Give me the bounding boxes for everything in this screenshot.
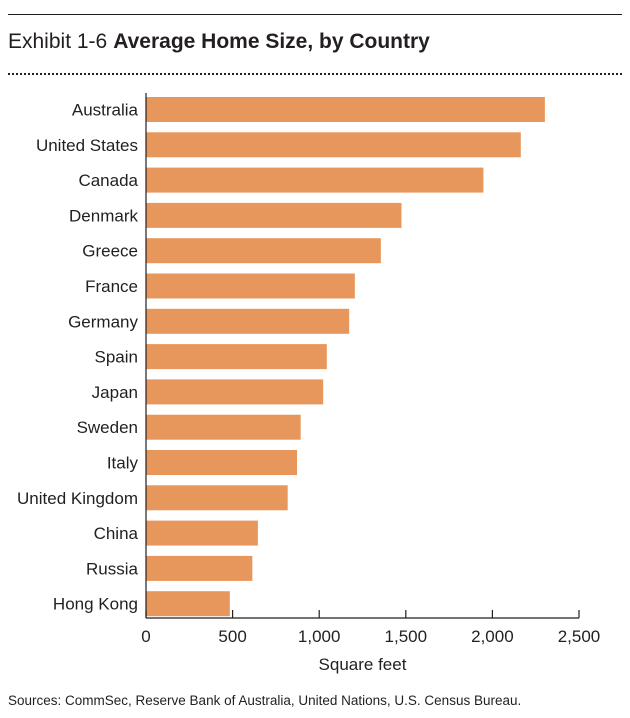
bar-japan (146, 379, 324, 405)
category-label: France (85, 277, 138, 296)
bar-sweden (146, 414, 301, 440)
bar-australia (146, 97, 545, 122)
top-rule (8, 14, 622, 15)
chart-header: Exhibit 1-6 Average Home Size, by Country (8, 30, 430, 54)
bar-united-states (146, 132, 521, 158)
category-label: China (94, 524, 139, 543)
category-label: United States (36, 136, 138, 155)
category-label: Japan (92, 383, 138, 402)
bar-denmark (146, 202, 402, 228)
bar-canada (146, 167, 484, 193)
category-label: Germany (68, 312, 138, 331)
category-label: Greece (82, 242, 138, 261)
category-label: United Kingdom (17, 489, 138, 508)
bar-united-kingdom (146, 485, 288, 511)
x-axis-title: Square feet (319, 655, 407, 674)
category-label: Australia (72, 101, 139, 120)
bar-chart: Australia United States Canada Denmark Greec… (17, 93, 601, 674)
dotted-divider (8, 73, 622, 75)
category-label: Spain (95, 348, 138, 367)
chart-title: Average Home Size, by Country (113, 30, 430, 53)
exhibit-label: Exhibit 1-6 (8, 30, 108, 53)
category-label: Denmark (69, 206, 138, 225)
category-label: Hong Kong (53, 595, 138, 614)
bar-hong-kong (146, 591, 230, 617)
bar-spain (146, 344, 327, 370)
bar-russia (146, 555, 253, 581)
bar-china (146, 520, 258, 546)
category-label: Russia (86, 559, 139, 578)
x-tick-label: 0 (141, 627, 150, 646)
sources-note: Sources: CommSec, Reserve Bank of Austra… (8, 693, 522, 708)
x-tick-label: 2,000 (471, 627, 514, 646)
category-label: Italy (107, 454, 139, 473)
bar-greece (146, 238, 381, 264)
x-tick-label: 500 (218, 627, 246, 646)
category-label: Canada (78, 171, 138, 190)
x-tick-label: 1,500 (385, 627, 428, 646)
bar-france (146, 273, 355, 299)
category-label: Sweden (77, 418, 138, 437)
x-tick-label: 2,500 (558, 627, 601, 646)
bar-germany (146, 308, 350, 334)
x-tick-label: 1,000 (298, 627, 341, 646)
bar-italy (146, 450, 298, 475)
